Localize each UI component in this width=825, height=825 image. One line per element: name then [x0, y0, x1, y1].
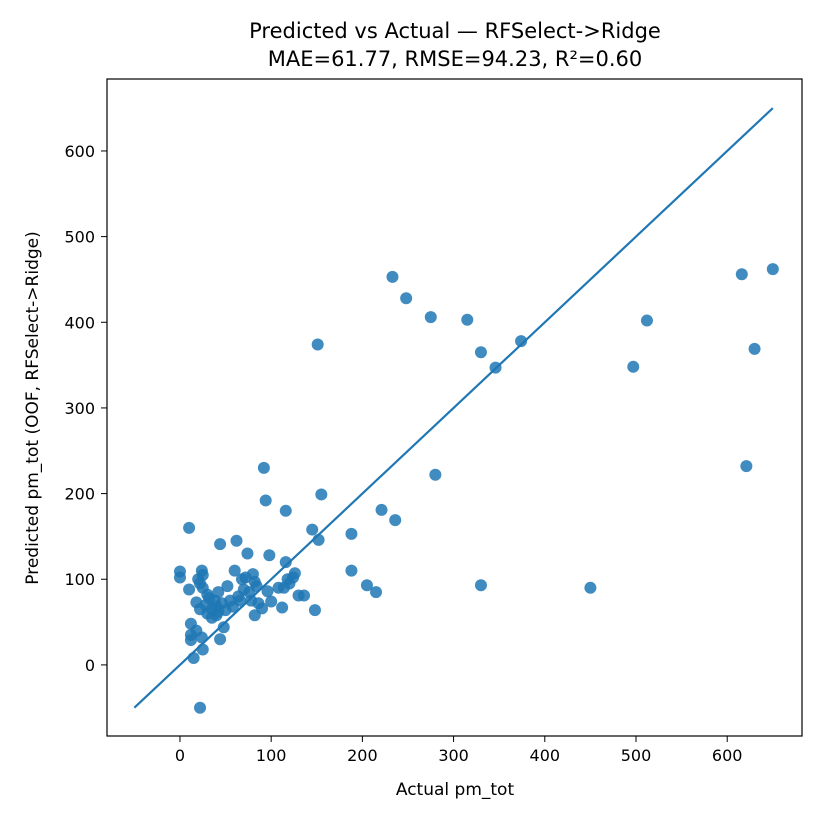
data-point: [400, 292, 413, 305]
x-axis-ticks: 0 100 200 300 400 500 600: [175, 736, 743, 765]
data-point: [250, 580, 263, 593]
chart-title: Predicted vs Actual — RFSelect->Ridge: [249, 19, 661, 43]
data-point: [489, 361, 502, 374]
x-tick-label: 400: [530, 746, 561, 765]
y-axis-label: Predicted pm_tot (OOF, RFSelect->Ridge): [23, 231, 43, 585]
data-point: [196, 568, 209, 581]
data-point: [345, 527, 358, 540]
data-point: [214, 633, 227, 646]
data-point: [748, 342, 761, 355]
data-point: [386, 270, 399, 283]
data-point: [288, 567, 301, 580]
reference-line-layer: [133, 107, 774, 709]
data-point: [429, 468, 442, 481]
x-tick-label: 500: [621, 746, 652, 765]
data-point: [228, 564, 241, 577]
data-point: [360, 579, 373, 592]
data-point: [276, 601, 289, 614]
chart-subtitle: MAE=61.77, RMSE=94.23, R²=0.60: [268, 47, 643, 71]
data-point: [474, 579, 487, 592]
data-point: [212, 586, 225, 599]
y-tick-label: 200: [64, 485, 95, 504]
data-point: [298, 589, 311, 602]
y-tick-label: 300: [64, 399, 95, 418]
data-point: [311, 338, 324, 351]
x-tick-label: 0: [175, 746, 185, 765]
data-point: [735, 268, 748, 281]
data-point: [306, 523, 319, 536]
data-point: [187, 652, 200, 665]
y-axis-ticks: 0 100 200 300 400 500 600: [64, 142, 107, 675]
data-point: [389, 514, 402, 527]
data-point: [183, 583, 196, 596]
y-tick-label: 600: [64, 142, 95, 161]
data-point: [241, 547, 254, 560]
data-point: [279, 556, 292, 569]
data-point: [279, 504, 292, 517]
data-point: [474, 346, 487, 359]
x-tick-label: 600: [712, 746, 743, 765]
data-point: [345, 564, 358, 577]
data-point: [261, 585, 274, 598]
data-point: [515, 335, 528, 348]
data-point: [375, 503, 388, 516]
data-point: [263, 549, 276, 562]
data-point: [217, 621, 230, 634]
data-point: [183, 521, 196, 534]
data-point: [308, 604, 321, 617]
data-point: [256, 602, 269, 615]
data-point: [424, 311, 437, 324]
y-tick-label: 100: [64, 570, 95, 589]
data-point: [584, 581, 597, 594]
data-point: [195, 631, 208, 644]
y-tick-label: 0: [85, 656, 95, 675]
data-point: [640, 314, 653, 327]
data-point: [312, 533, 325, 546]
y-tick-label: 400: [64, 313, 95, 332]
identity-line: [133, 107, 774, 709]
data-point: [627, 360, 640, 373]
data-point: [461, 313, 474, 326]
data-point: [740, 460, 753, 473]
data-point: [370, 586, 383, 599]
data-point: [173, 571, 186, 584]
x-tick-label: 300: [438, 746, 469, 765]
data-point: [234, 594, 247, 607]
y-tick-label: 500: [64, 228, 95, 247]
data-point: [265, 595, 278, 608]
data-point: [259, 494, 272, 507]
x-axis-label: Actual pm_tot: [396, 780, 515, 800]
data-point: [196, 643, 209, 656]
data-point: [194, 701, 207, 714]
data-point: [221, 580, 234, 593]
data-point: [230, 534, 243, 547]
data-point: [315, 488, 328, 501]
data-point: [184, 634, 197, 647]
data-point: [214, 538, 227, 551]
data-point: [257, 461, 270, 474]
x-tick-label: 200: [347, 746, 378, 765]
points-layer: [173, 263, 779, 714]
data-point: [766, 263, 779, 276]
x-tick-label: 100: [256, 746, 287, 765]
